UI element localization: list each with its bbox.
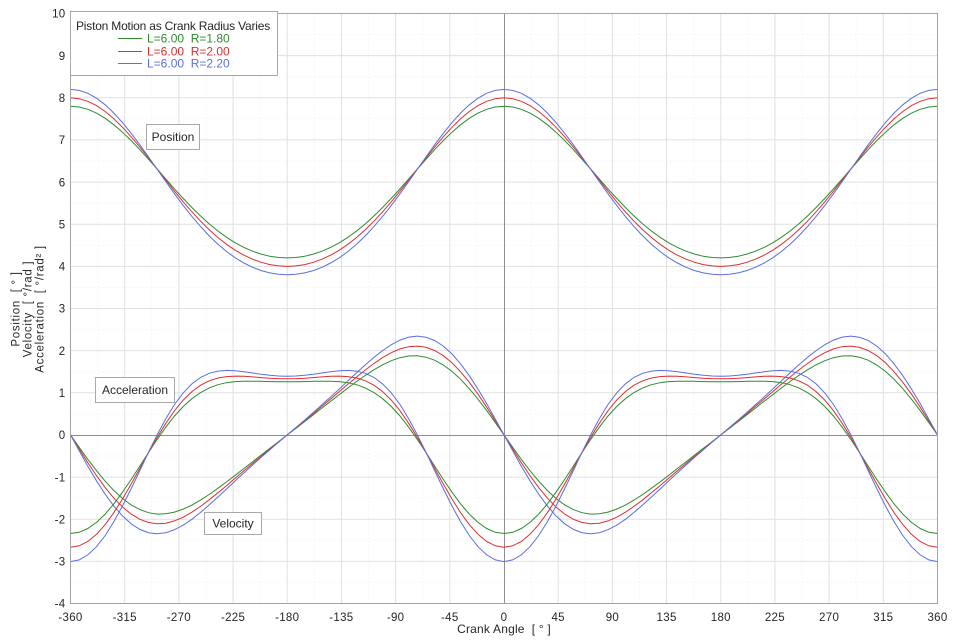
svg-text:0: 0 (59, 430, 66, 442)
svg-text:90: 90 (606, 612, 619, 624)
svg-text:225: 225 (765, 612, 785, 624)
svg-text:4: 4 (59, 262, 66, 274)
svg-text:180: 180 (711, 612, 731, 624)
svg-text:-3: -3 (55, 557, 66, 569)
svg-text:9: 9 (59, 51, 66, 63)
svg-text:10: 10 (52, 9, 65, 21)
svg-text:Piston Motion as Crank Radius: Piston Motion as Crank Radius Varies (76, 19, 270, 33)
svg-text:6: 6 (59, 177, 66, 189)
svg-text:270: 270 (819, 612, 839, 624)
svg-text:-315: -315 (113, 612, 137, 624)
svg-text:-2: -2 (55, 514, 66, 526)
svg-text:-225: -225 (221, 612, 245, 624)
svg-text:Acceleration: Acceleration (102, 383, 168, 397)
svg-text:L=6.00 R=2.00: L=6.00 R=2.00 (147, 45, 230, 59)
svg-text:Velocity: Velocity (212, 517, 253, 531)
svg-text:Velocity [ °/rad ]: Velocity [ °/rad ] (23, 261, 35, 358)
svg-text:45: 45 (551, 612, 564, 624)
svg-text:-4: -4 (55, 599, 66, 611)
svg-text:1: 1 (59, 388, 66, 400)
svg-text:2: 2 (59, 346, 66, 358)
svg-text:7: 7 (59, 135, 66, 147)
svg-text:360: 360 (927, 612, 947, 624)
svg-text:315: 315 (873, 612, 893, 624)
svg-text:0: 0 (501, 612, 508, 624)
svg-text:-270: -270 (167, 612, 191, 624)
svg-text:Position [ ° ]: Position [ ° ] (11, 271, 23, 346)
svg-text:Acceleration [ °/rad² ]: Acceleration [ °/rad² ] (35, 245, 47, 373)
svg-text:-45: -45 (441, 612, 459, 624)
svg-text:L=6.00 R=2.20: L=6.00 R=2.20 (147, 57, 230, 71)
svg-text:-90: -90 (387, 612, 405, 624)
svg-text:8: 8 (59, 93, 66, 105)
svg-text:3: 3 (59, 304, 66, 316)
svg-text:L=6.00 R=1.80: L=6.00 R=1.80 (147, 32, 230, 46)
svg-text:135: 135 (657, 612, 677, 624)
svg-text:-180: -180 (275, 612, 299, 624)
svg-text:5: 5 (59, 219, 66, 231)
svg-text:-360: -360 (58, 612, 82, 624)
svg-text:-1: -1 (55, 472, 66, 484)
svg-text:-135: -135 (329, 612, 353, 624)
svg-text:Position: Position (152, 130, 195, 144)
svg-text:Crank Angle [ ° ]: Crank Angle [ ° ] (457, 622, 551, 636)
